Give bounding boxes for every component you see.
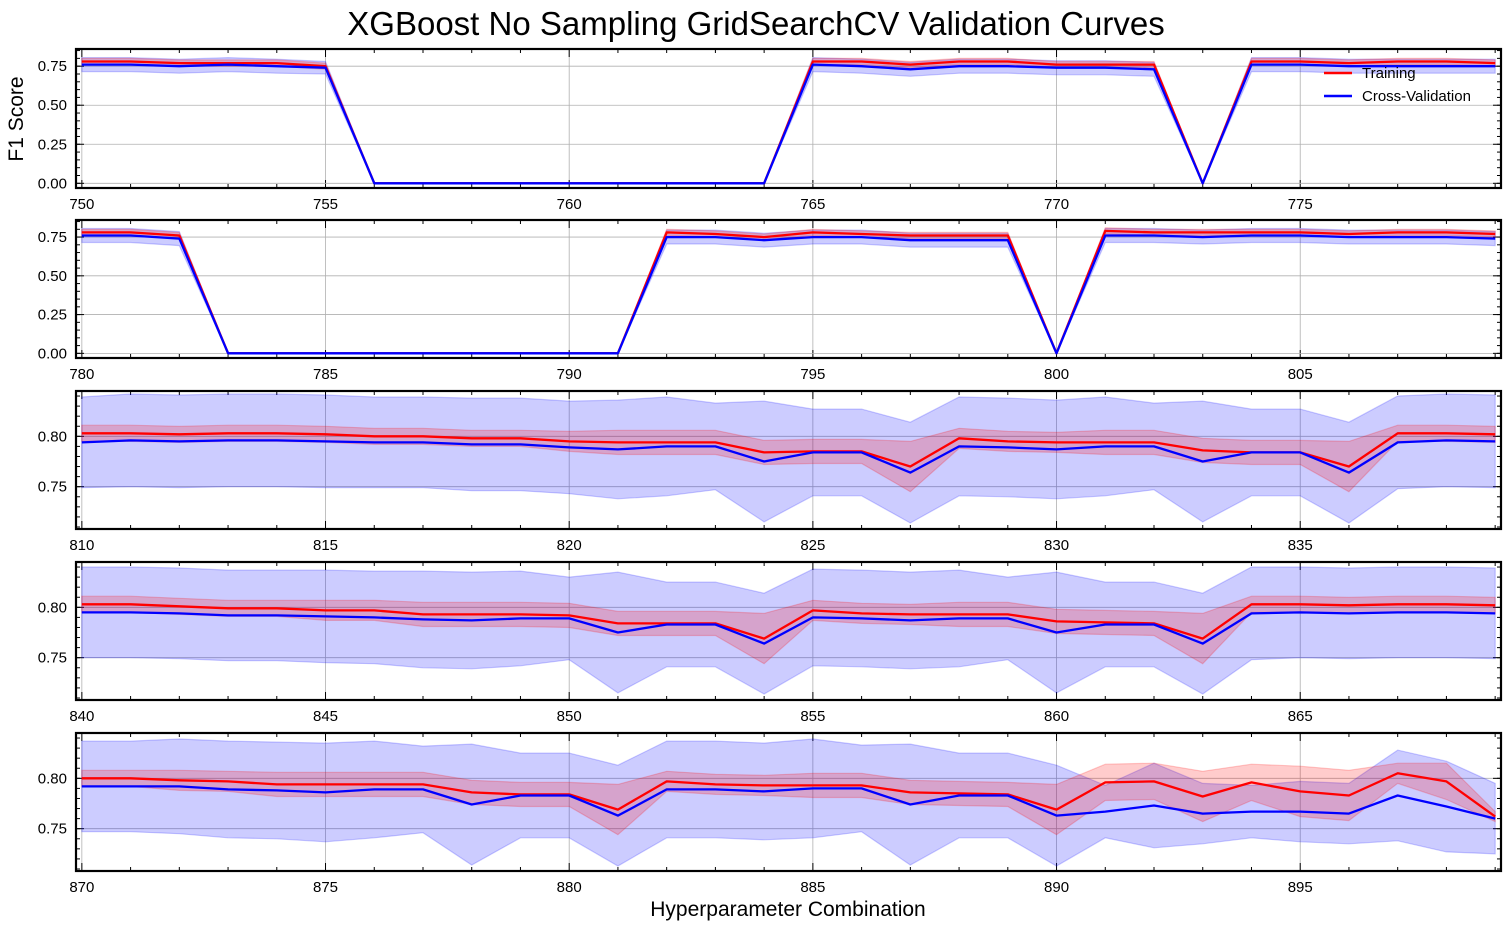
- y-tick-label: 0.75: [38, 479, 67, 496]
- x-tick-label: 870: [69, 879, 94, 896]
- y-tick-label: 0.75: [38, 229, 67, 246]
- x-tick-label: 895: [1288, 879, 1313, 896]
- std-band-cross-validation: [81, 227, 1496, 355]
- panel-0: 750 755 760 765 770 775 0.00 0.25 0.50 0.75: [38, 47, 1503, 213]
- panel-2: 810 815 820 825 830 835 0.75 0.80: [38, 389, 1503, 554]
- series-line-cross-validation: [81, 234, 1496, 355]
- y-tick-label: 0.80: [38, 599, 67, 616]
- x-tick-label: 760: [557, 196, 582, 213]
- series-line-cross-validation: [81, 63, 1496, 185]
- x-tick-label: 825: [800, 537, 825, 554]
- y-tick-label: 0.00: [38, 345, 67, 362]
- y-tick-label: 0.80: [38, 428, 67, 445]
- x-tick-label: 845: [313, 708, 338, 725]
- x-tick-label: 770: [1044, 196, 1069, 213]
- panel-frame: [74, 389, 1503, 531]
- x-tick-label: 875: [313, 879, 338, 896]
- x-tick-label: 795: [800, 366, 825, 383]
- y-tick-label: 0.75: [38, 650, 67, 667]
- x-tick-label: 830: [1044, 537, 1069, 554]
- x-tick-label: 890: [1044, 879, 1069, 896]
- x-tick-label: 880: [557, 879, 582, 896]
- series-line-training: [81, 229, 1496, 355]
- series-line-cross-validation: [81, 785, 1496, 820]
- x-tick-label: 850: [557, 708, 582, 725]
- panel-frame: [74, 560, 1503, 702]
- series-line-cross-validation: [81, 611, 1496, 645]
- x-tick-label: 885: [800, 879, 825, 896]
- x-tick-label: 780: [69, 366, 94, 383]
- x-tick-label: 755: [313, 196, 338, 213]
- y-tick-label: 0.50: [38, 97, 67, 114]
- x-tick-label: 765: [800, 196, 825, 213]
- x-tick-label: 840: [69, 708, 94, 725]
- x-axis-label: Hyperparameter Combination: [650, 898, 925, 921]
- y-tick-label: 0.75: [38, 58, 67, 75]
- std-band-cross-validation: [81, 393, 1496, 524]
- x-tick-label: 775: [1288, 196, 1313, 213]
- y-tick-label: 0.25: [38, 307, 67, 324]
- x-tick-label: 805: [1288, 366, 1313, 383]
- x-tick-label: 790: [557, 366, 582, 383]
- panel-frame: [74, 731, 1503, 873]
- series-line-training: [81, 772, 1496, 818]
- panel-frame: [74, 218, 1503, 360]
- std-band-training: [81, 227, 1496, 355]
- legend: Training Cross-Validation: [1324, 65, 1471, 105]
- panel-1: 780 785 790 795 800 805 0.00 0.25 0.50 0.75: [38, 218, 1503, 383]
- x-tick-label: 855: [800, 708, 825, 725]
- y-tick-label: 0.25: [38, 136, 67, 153]
- series-line-cross-validation: [81, 439, 1496, 474]
- series-line-training: [81, 603, 1496, 640]
- x-tick-label: 750: [69, 196, 94, 213]
- panel-3: 840 845 850 855 860 865 0.75 0.80: [38, 560, 1503, 725]
- panel-4: 870 875 880 885 890 895 0.75 0.80: [38, 731, 1503, 896]
- chart-title: XGBoost No Sampling GridSearchCV Validat…: [347, 5, 1164, 42]
- legend-label-training: Training: [1362, 65, 1416, 82]
- y-axis-label: F1 Score: [5, 76, 28, 161]
- x-tick-label: 865: [1288, 708, 1313, 725]
- y-tick-label: 0.80: [38, 770, 67, 787]
- x-tick-label: 810: [69, 537, 94, 554]
- x-tick-label: 820: [557, 537, 582, 554]
- y-tick-label: 0.50: [38, 268, 67, 285]
- y-tick-label: 0.75: [38, 821, 67, 838]
- y-tick-label: 0.00: [38, 175, 67, 192]
- panels-group: 750 755 760 765 770 775 0.00 0.25 0.50 0.75 780 785…: [38, 47, 1503, 896]
- x-tick-label: 815: [313, 537, 338, 554]
- x-tick-label: 835: [1288, 537, 1313, 554]
- panel-frame: [74, 47, 1503, 190]
- std-band-cross-validation: [81, 738, 1496, 867]
- x-tick-label: 800: [1044, 366, 1069, 383]
- x-tick-label: 860: [1044, 708, 1069, 725]
- x-tick-label: 785: [313, 366, 338, 383]
- legend-label-cross-validation: Cross-Validation: [1362, 88, 1471, 105]
